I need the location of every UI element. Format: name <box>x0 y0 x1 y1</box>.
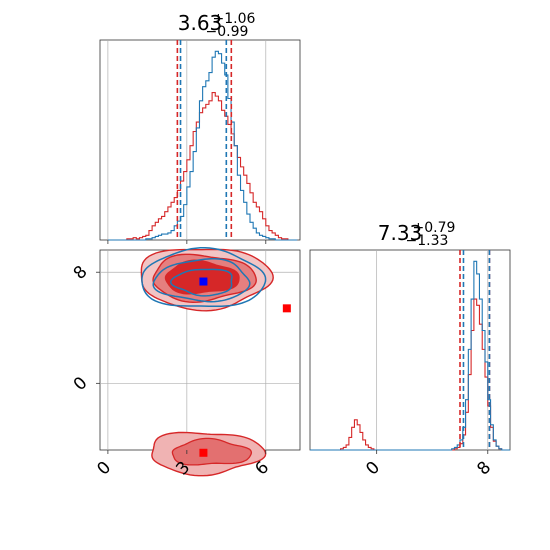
param2-title: 7.33 <box>378 221 423 245</box>
y-tick-label: 0 <box>70 373 92 395</box>
joint-panel: 0 3 608 <box>70 246 301 480</box>
param1-title-minus: −0.99 <box>206 24 249 40</box>
param1-title: 3.63 <box>178 11 223 35</box>
joint-markers <box>199 277 291 457</box>
truth-marker-blue <box>199 277 208 286</box>
marginal-param2-hist-series-a <box>310 260 510 451</box>
contour-series-a-inner <box>170 268 233 297</box>
marginal-param1-grid <box>107 40 267 240</box>
marginal-param1-hist-series-a <box>107 50 298 241</box>
marginal-param2-frame <box>309 249 511 451</box>
param1-title-main: 3.63 <box>178 11 223 35</box>
marginal-param1-quantile-lines <box>176 40 233 240</box>
marginal-param2-quantile-lines <box>459 250 491 450</box>
truth-marker-red <box>199 448 208 457</box>
marginal-param1-frame <box>99 39 301 241</box>
contour-series-a-mid <box>152 258 251 303</box>
x-tick-label: 6 <box>251 458 273 480</box>
y-tick-label: 8 <box>70 262 92 284</box>
x-tick-label: 8 <box>473 458 495 480</box>
truth-marker-red <box>282 304 291 313</box>
param2-title-minus: −1.33 <box>406 233 449 249</box>
param2-title-plus: +0.79 <box>413 220 456 236</box>
marginal-param1-ticks <box>107 240 267 244</box>
x-tick-label: 0 <box>362 458 384 480</box>
param2-title-main: 7.33 <box>378 221 423 245</box>
contour-series-b-inner <box>164 259 240 295</box>
marginal-param1-hist-series-b <box>107 92 298 241</box>
x-tick-label: 0 <box>93 458 115 480</box>
contour-series-b-lower-inner <box>171 437 253 466</box>
marginal-param1-panel: 3.63 +1.06 −0.99 <box>99 11 301 244</box>
marginal-param2-grid <box>376 250 489 450</box>
param1-title-plus: +1.06 <box>213 11 256 27</box>
contour-series-a-outer <box>141 246 267 308</box>
